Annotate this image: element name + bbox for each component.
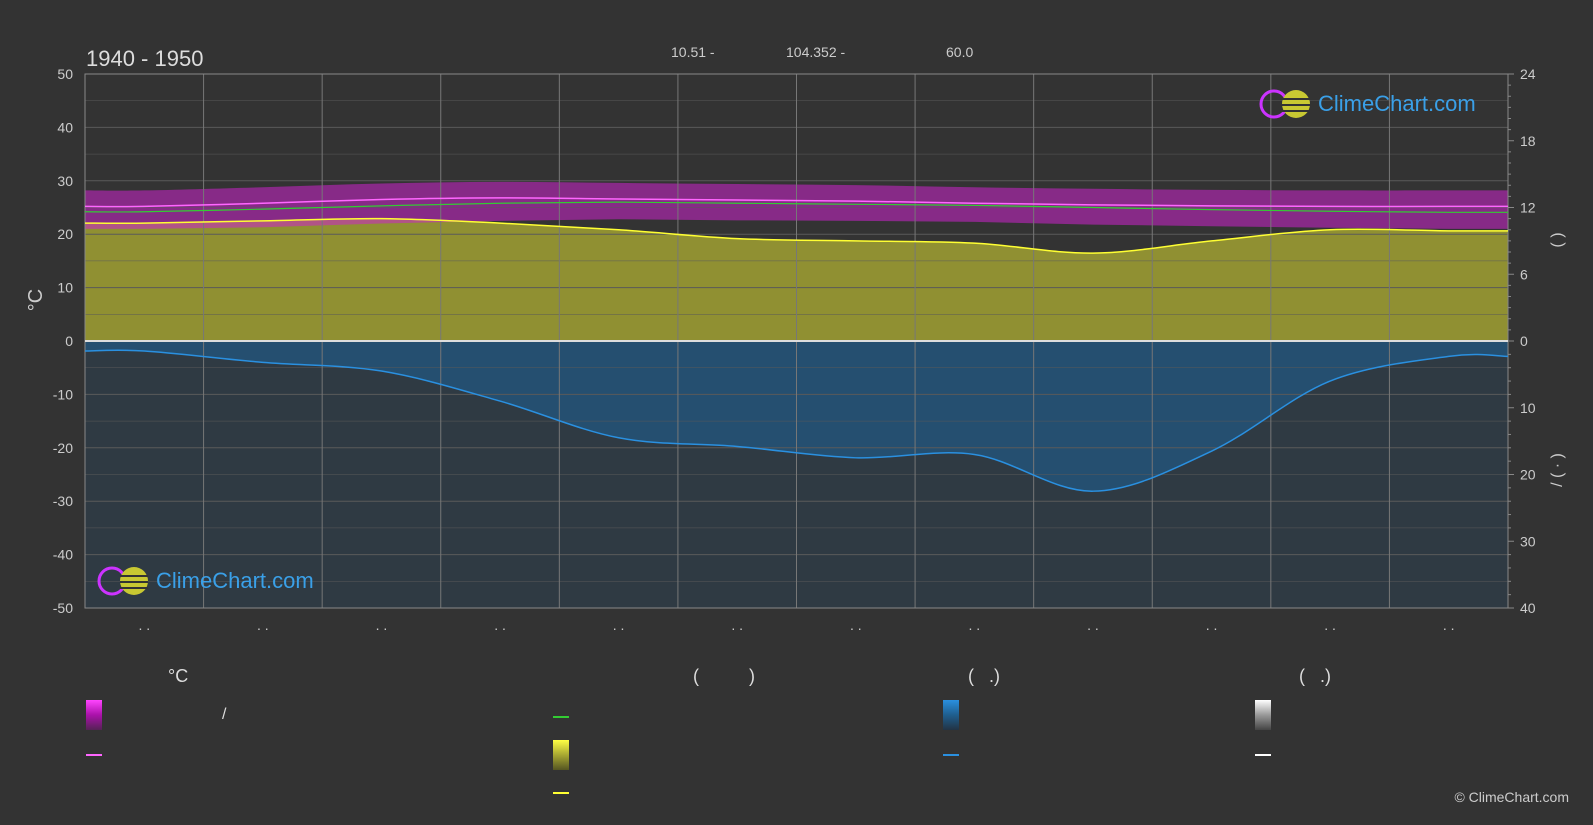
watermark-text: ClimeChart.com	[156, 568, 314, 593]
y-tick-label-right-top: 12	[1520, 200, 1536, 216]
copyright: © ClimeChart.com	[1454, 789, 1569, 805]
y-tick-label-left: -30	[53, 493, 73, 509]
watermark-logo-bottom: ClimeChart.com	[96, 565, 314, 597]
y-axis-label-right-top: ( )	[1549, 232, 1566, 247]
snow-line-swatch	[1255, 754, 1271, 756]
y-tick-label-right-bottom: 10	[1520, 400, 1536, 416]
longitude-label: 104.352 -	[786, 44, 846, 60]
legend-rain-line	[943, 754, 959, 756]
legend-head-sun: ( )	[693, 666, 755, 686]
y-tick-label-right-top: 6	[1520, 266, 1528, 282]
y-tick-label-left: -10	[53, 386, 73, 402]
latitude-label: 10.51 -	[671, 44, 715, 60]
climechart-logo-icon	[1259, 89, 1310, 119]
y-tick-label-left: -40	[53, 547, 73, 563]
x-tick-label: . .	[376, 617, 388, 633]
legend-head-rain: ( .)	[968, 666, 1000, 686]
y-tick-label-left: -50	[53, 600, 73, 616]
legend-head-snow: ( .)	[1299, 666, 1331, 686]
legend-sunshine-line	[553, 792, 569, 794]
climechart-logo-icon	[97, 566, 148, 596]
y-tick-label-right-top: 18	[1520, 133, 1536, 149]
y-tick-label-right-bottom: 30	[1520, 533, 1536, 549]
rain-fill-swatch	[943, 700, 959, 730]
max-temp-swatch	[86, 754, 102, 756]
y-tick-label-right-top: 24	[1520, 66, 1536, 82]
x-tick-label: . .	[494, 617, 506, 633]
y-tick-label-left: 20	[57, 226, 73, 242]
watermark-text: ClimeChart.com	[1318, 91, 1476, 116]
legend-daylight	[553, 716, 569, 718]
y-tick-label-left: 0	[65, 333, 73, 349]
y-tick-label-right-bottom: 20	[1520, 467, 1536, 483]
x-tick-label: . .	[1443, 617, 1455, 633]
max-temp-line	[84, 197, 1508, 208]
legend-sunshine-fill	[553, 740, 569, 770]
y-tick-label-right-top: 0	[1520, 333, 1528, 349]
daylight-swatch	[553, 716, 569, 718]
rain-line-swatch	[943, 754, 959, 756]
x-tick-label: . .	[1324, 617, 1336, 633]
legend-snow-fill	[1255, 700, 1271, 730]
y-tick-label-left: -20	[53, 440, 73, 456]
sunshine-line-swatch	[553, 792, 569, 794]
chart-title: 1940 - 1950	[86, 46, 204, 71]
y-tick-label-left: 30	[57, 173, 73, 189]
sunshine-line	[84, 217, 1509, 254]
y-tick-label-left: 10	[57, 280, 73, 296]
sunshine-fill-swatch	[553, 740, 569, 770]
snow-fill-swatch	[1255, 700, 1271, 730]
legend-head-temp: °C	[168, 666, 189, 686]
legend-temp-range: /	[86, 700, 226, 730]
y-axis-label-right-bottom: / ( · )	[1549, 453, 1566, 487]
x-tick-label: . .	[850, 617, 862, 633]
x-tick-label: . .	[731, 617, 743, 633]
x-tick-label: . .	[138, 617, 150, 633]
watermark-logo-top: ClimeChart.com	[1258, 88, 1476, 120]
y-tick-label-right-bottom: 40	[1520, 600, 1536, 616]
y-tick-label-left: 40	[57, 119, 73, 135]
rain-line	[84, 349, 1509, 492]
legend-temp-range-sep: /	[222, 706, 227, 723]
temp-range-swatch	[86, 700, 102, 730]
x-tick-label: . .	[257, 617, 269, 633]
legend-rain-fill	[943, 700, 959, 730]
x-tick-label: . .	[1087, 617, 1099, 633]
x-tick-label: . .	[613, 617, 625, 633]
y-tick-label-left: 50	[57, 66, 73, 82]
legend-snow-line	[1255, 754, 1271, 756]
x-tick-label: . .	[969, 617, 981, 633]
daylight-line	[84, 201, 1509, 213]
legend-max-temp	[86, 754, 102, 756]
x-tick-label: . .	[1206, 617, 1218, 633]
y-axis-label-left: °C	[25, 289, 47, 311]
elevation-label: 60.0	[946, 44, 974, 60]
